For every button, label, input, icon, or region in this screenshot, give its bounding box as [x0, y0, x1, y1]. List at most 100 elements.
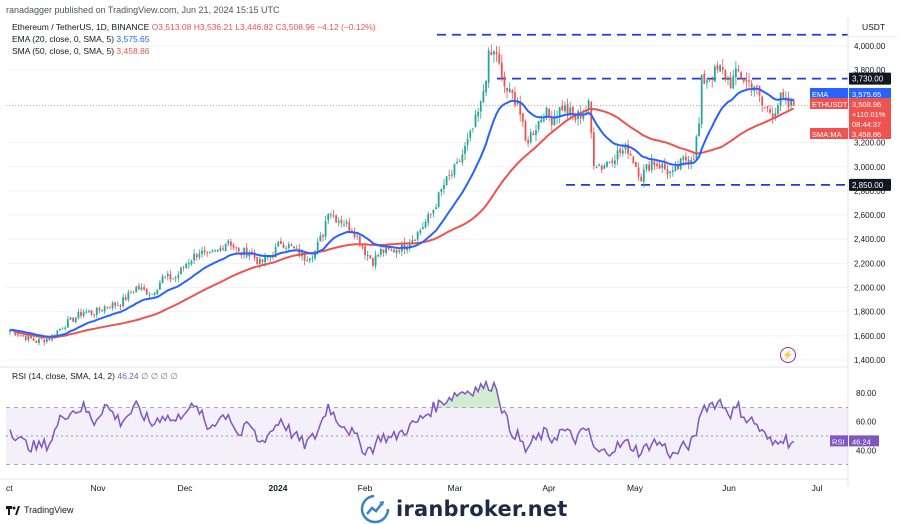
symbol-legend: Ethereum / TetherUS, 1D, BINANCE O3,513.…: [12, 22, 376, 32]
candle-body: [458, 161, 461, 162]
candle-body: [692, 159, 695, 161]
candle-body: [372, 257, 374, 266]
candle-body: [558, 107, 561, 118]
candle-body: [258, 258, 261, 264]
candle-body: [445, 176, 448, 186]
candle-body: [782, 92, 785, 98]
candle-body: [432, 209, 435, 214]
candle-body: [277, 241, 280, 247]
candle-body: [298, 248, 301, 257]
rsi-label: RSI (14, close, SMA, 14, 2): [12, 371, 115, 381]
candle-body: [645, 164, 648, 170]
candle-body: [287, 244, 290, 248]
indicator-tag-bg: [810, 128, 848, 139]
time-tick-label: Apr: [542, 483, 555, 493]
candle-body: [521, 113, 524, 122]
candle-body: [369, 255, 372, 259]
candle-body: [190, 261, 193, 265]
candle-body: [408, 243, 411, 249]
candle-body: [214, 250, 217, 252]
candle-body: [161, 276, 164, 284]
candle-body: [237, 248, 240, 252]
tradingview-brand[interactable]: TradingView: [6, 505, 74, 515]
candle-body: [66, 319, 69, 328]
tradingview-logo-icon: [6, 505, 20, 515]
candle-body: [395, 250, 398, 254]
candle-body: [403, 242, 406, 250]
candle-body: [98, 308, 101, 311]
candle-body: [106, 306, 109, 308]
indicator-value-bg: [849, 88, 891, 99]
candle-body: [571, 106, 574, 115]
candle-body: [769, 108, 771, 113]
candle-body: [201, 250, 203, 254]
time-tick-label: Feb: [358, 483, 373, 493]
candle-body: [285, 248, 288, 249]
candle-body: [145, 288, 148, 295]
candle-body: [716, 65, 719, 70]
candle-body: [166, 273, 169, 277]
candle-body: [379, 248, 382, 255]
candle-body: [132, 292, 135, 294]
candle-body: [658, 165, 661, 169]
horizontal-levels: [6, 33, 848, 186]
rsi-dots: ∅ ∅ ∅ ∅: [141, 371, 178, 381]
level-price-badge: [849, 178, 891, 191]
candle-body: [698, 123, 700, 136]
candle-body: [474, 114, 477, 128]
candle-body: [187, 263, 190, 265]
rsi-overbought-fill: [82, 381, 740, 408]
candle-body: [621, 150, 624, 154]
candle-body: [140, 287, 143, 290]
time-tick-label: ct: [6, 483, 13, 493]
candle-body: [222, 248, 224, 250]
candle-body: [95, 307, 98, 316]
price-tick-label: 4,000.00: [854, 42, 886, 51]
candle-body: [364, 246, 366, 256]
rsi-tag-name: RSI: [832, 437, 845, 446]
candle-body: [727, 77, 729, 81]
candle-body: [742, 79, 745, 82]
candle-body: [206, 251, 209, 253]
candle-body: [19, 335, 22, 336]
candle-body: [177, 274, 180, 278]
candle-body: [566, 103, 569, 115]
candle-body: [771, 113, 774, 119]
price-tick-label: 2,000.00: [854, 284, 886, 293]
candle-body: [332, 214, 335, 216]
candle-body: [734, 68, 737, 78]
candle-body: [671, 170, 674, 172]
candle-body: [790, 100, 793, 106]
candle-body: [45, 338, 48, 342]
candle-body: [669, 171, 672, 174]
candle-body: [548, 108, 551, 117]
indicator-value-bg: [849, 98, 891, 109]
rsi-tick-label: 80.00: [856, 389, 877, 398]
candle-body: [719, 65, 721, 72]
lightning-icon[interactable]: ⚡: [780, 347, 796, 363]
symbol-name: Ethereum / TetherUS, 1D, BINANCE: [12, 22, 150, 32]
candle-body: [38, 338, 40, 343]
price-axis: USDT 4,000.00 3,800.00 3,200.00 3,000.00 2,80…: [810, 18, 897, 486]
grid-layer: [6, 45, 848, 361]
candle-body: [35, 340, 38, 343]
rsi-tag-bg: [830, 435, 848, 447]
candle-body: [611, 160, 614, 164]
candle-body: [366, 254, 369, 257]
indicator-value-label: 3,508.96: [852, 100, 881, 109]
candle-body: [30, 335, 32, 339]
candle-body: [663, 163, 666, 169]
candle-body: [393, 249, 395, 253]
candle-body: [537, 121, 540, 130]
candle-body: [642, 169, 645, 182]
candle-body: [516, 102, 519, 104]
candle-body: [635, 162, 637, 167]
candle-body: [603, 165, 606, 169]
candle-body: [732, 75, 735, 89]
candle-body: [592, 132, 595, 167]
candle-body: [435, 207, 437, 210]
candle-body: [148, 294, 151, 296]
candle-body: [195, 254, 198, 258]
candle-body: [253, 252, 256, 258]
